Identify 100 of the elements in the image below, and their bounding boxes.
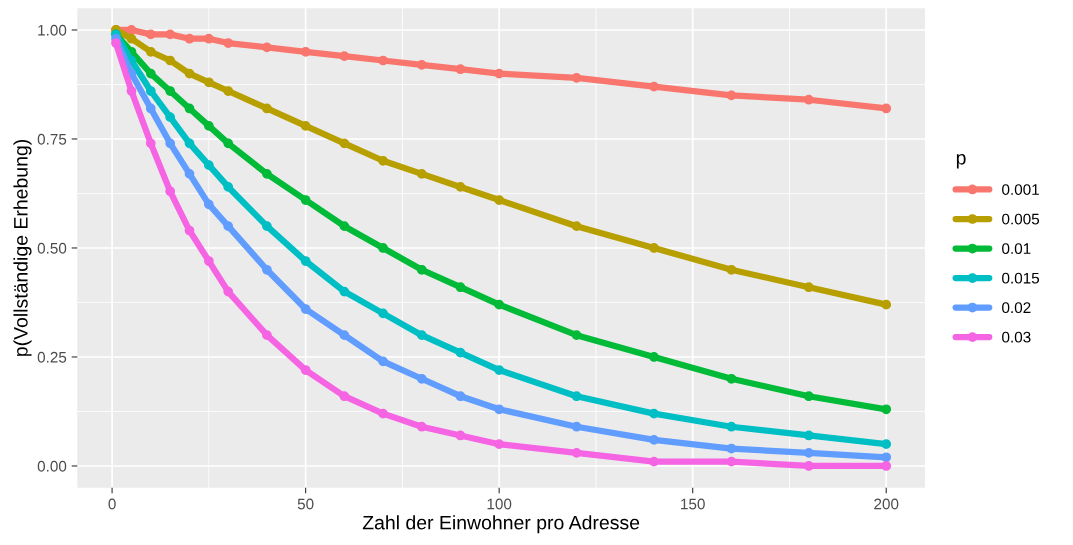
point xyxy=(455,64,466,75)
legend-title: p xyxy=(956,153,966,169)
point xyxy=(203,121,214,131)
x-tick-label: 0 xyxy=(108,498,116,510)
point xyxy=(455,347,466,358)
point xyxy=(339,330,350,341)
point xyxy=(455,391,466,402)
point xyxy=(223,86,234,96)
point xyxy=(339,391,350,402)
point xyxy=(165,55,176,66)
point xyxy=(203,199,214,210)
point xyxy=(571,391,582,402)
point xyxy=(726,456,737,467)
point xyxy=(262,42,272,53)
x-tick-label: 150 xyxy=(681,498,705,510)
point xyxy=(165,112,176,123)
point xyxy=(126,25,137,35)
point xyxy=(455,182,466,192)
point xyxy=(494,195,505,205)
point xyxy=(203,160,214,170)
point xyxy=(126,86,137,96)
legend-label: 0.015 xyxy=(1002,272,1040,284)
x-tick-label: 50 xyxy=(297,498,314,510)
point xyxy=(339,138,350,149)
point xyxy=(165,29,176,40)
point xyxy=(378,356,388,367)
point xyxy=(571,221,582,232)
point xyxy=(184,68,195,79)
point xyxy=(649,434,659,445)
point xyxy=(494,404,505,415)
point xyxy=(262,221,272,232)
point xyxy=(726,373,737,384)
point xyxy=(203,77,214,88)
point xyxy=(300,121,311,131)
point xyxy=(571,448,582,458)
point xyxy=(726,264,737,275)
point xyxy=(111,38,121,48)
point xyxy=(378,55,388,66)
point xyxy=(203,256,214,266)
point xyxy=(416,59,427,70)
point xyxy=(184,168,195,179)
point xyxy=(145,86,156,96)
point xyxy=(416,168,427,179)
point xyxy=(145,68,156,79)
point xyxy=(184,33,195,44)
point xyxy=(494,299,505,310)
point xyxy=(881,103,892,114)
point xyxy=(126,33,137,44)
point xyxy=(300,256,311,266)
x-tick-label: 100 xyxy=(487,498,512,510)
y-tick-label: 0.50 xyxy=(37,242,67,254)
x-tick-label: 200 xyxy=(874,498,899,510)
point xyxy=(649,408,659,419)
y-tick-label: 0.75 xyxy=(37,133,67,145)
point xyxy=(803,282,814,293)
point xyxy=(649,81,659,92)
point xyxy=(455,282,466,293)
point xyxy=(262,330,272,341)
point xyxy=(184,225,195,236)
legend-label: 0.03 xyxy=(1002,331,1031,343)
point xyxy=(726,90,737,101)
point xyxy=(339,221,350,232)
point xyxy=(416,330,427,341)
point xyxy=(416,264,427,275)
point xyxy=(300,365,311,375)
point xyxy=(494,439,505,450)
y-tick-label: 0.25 xyxy=(37,351,67,363)
point xyxy=(145,103,156,114)
point xyxy=(145,46,156,57)
point xyxy=(881,404,892,415)
point xyxy=(165,186,176,197)
point xyxy=(649,243,659,253)
point xyxy=(145,29,156,40)
point xyxy=(184,103,195,114)
point xyxy=(378,243,388,253)
point xyxy=(881,299,892,310)
point xyxy=(803,448,814,458)
point xyxy=(223,138,234,149)
point xyxy=(649,456,659,467)
point xyxy=(165,138,176,149)
point xyxy=(803,461,814,471)
point xyxy=(455,430,466,441)
point xyxy=(881,461,892,471)
point xyxy=(300,304,311,314)
y-tick-label: 0.00 xyxy=(37,460,67,472)
point xyxy=(223,38,234,48)
point xyxy=(803,391,814,402)
point xyxy=(571,421,582,432)
point xyxy=(571,330,582,341)
y-axis-title: p(Vollständige Erhebung) xyxy=(13,139,32,356)
point xyxy=(803,430,814,441)
point xyxy=(378,308,388,319)
point xyxy=(262,264,272,275)
point xyxy=(881,452,892,463)
point xyxy=(223,182,234,192)
point xyxy=(262,168,272,179)
point xyxy=(262,103,272,114)
legend-label: 0.01 xyxy=(1002,243,1031,255)
point xyxy=(649,352,659,362)
point xyxy=(300,195,311,205)
